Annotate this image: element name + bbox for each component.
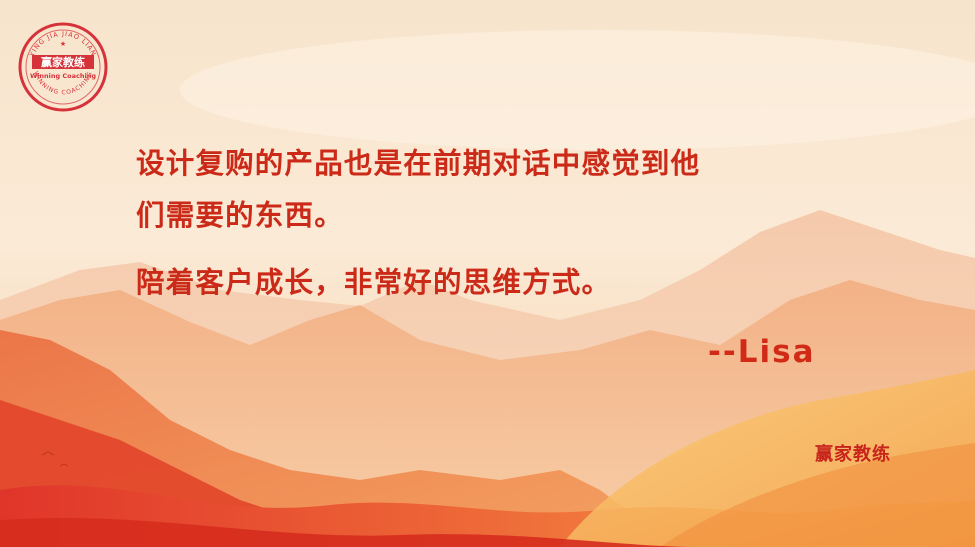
svg-text:赢家教练: 赢家教练: [41, 55, 85, 69]
quote-line-2: 们需要的东西。: [136, 199, 344, 232]
quote-author: --Lisa: [708, 334, 816, 370]
svg-text:Winning Coaching: Winning Coaching: [30, 72, 96, 80]
brand-name: 赢家教练: [815, 444, 891, 465]
winning-coaching-seal-logo: YING JIA JIAO LIAN WINNING COACHING ★ 赢家…: [18, 22, 108, 112]
quote-line-1: 设计复购的产品也是在前期对话中感觉到他: [136, 147, 701, 180]
quote-line-3: 陪着客户成长，非常好的思维方式。: [136, 266, 612, 299]
svg-text:★: ★: [60, 40, 66, 48]
